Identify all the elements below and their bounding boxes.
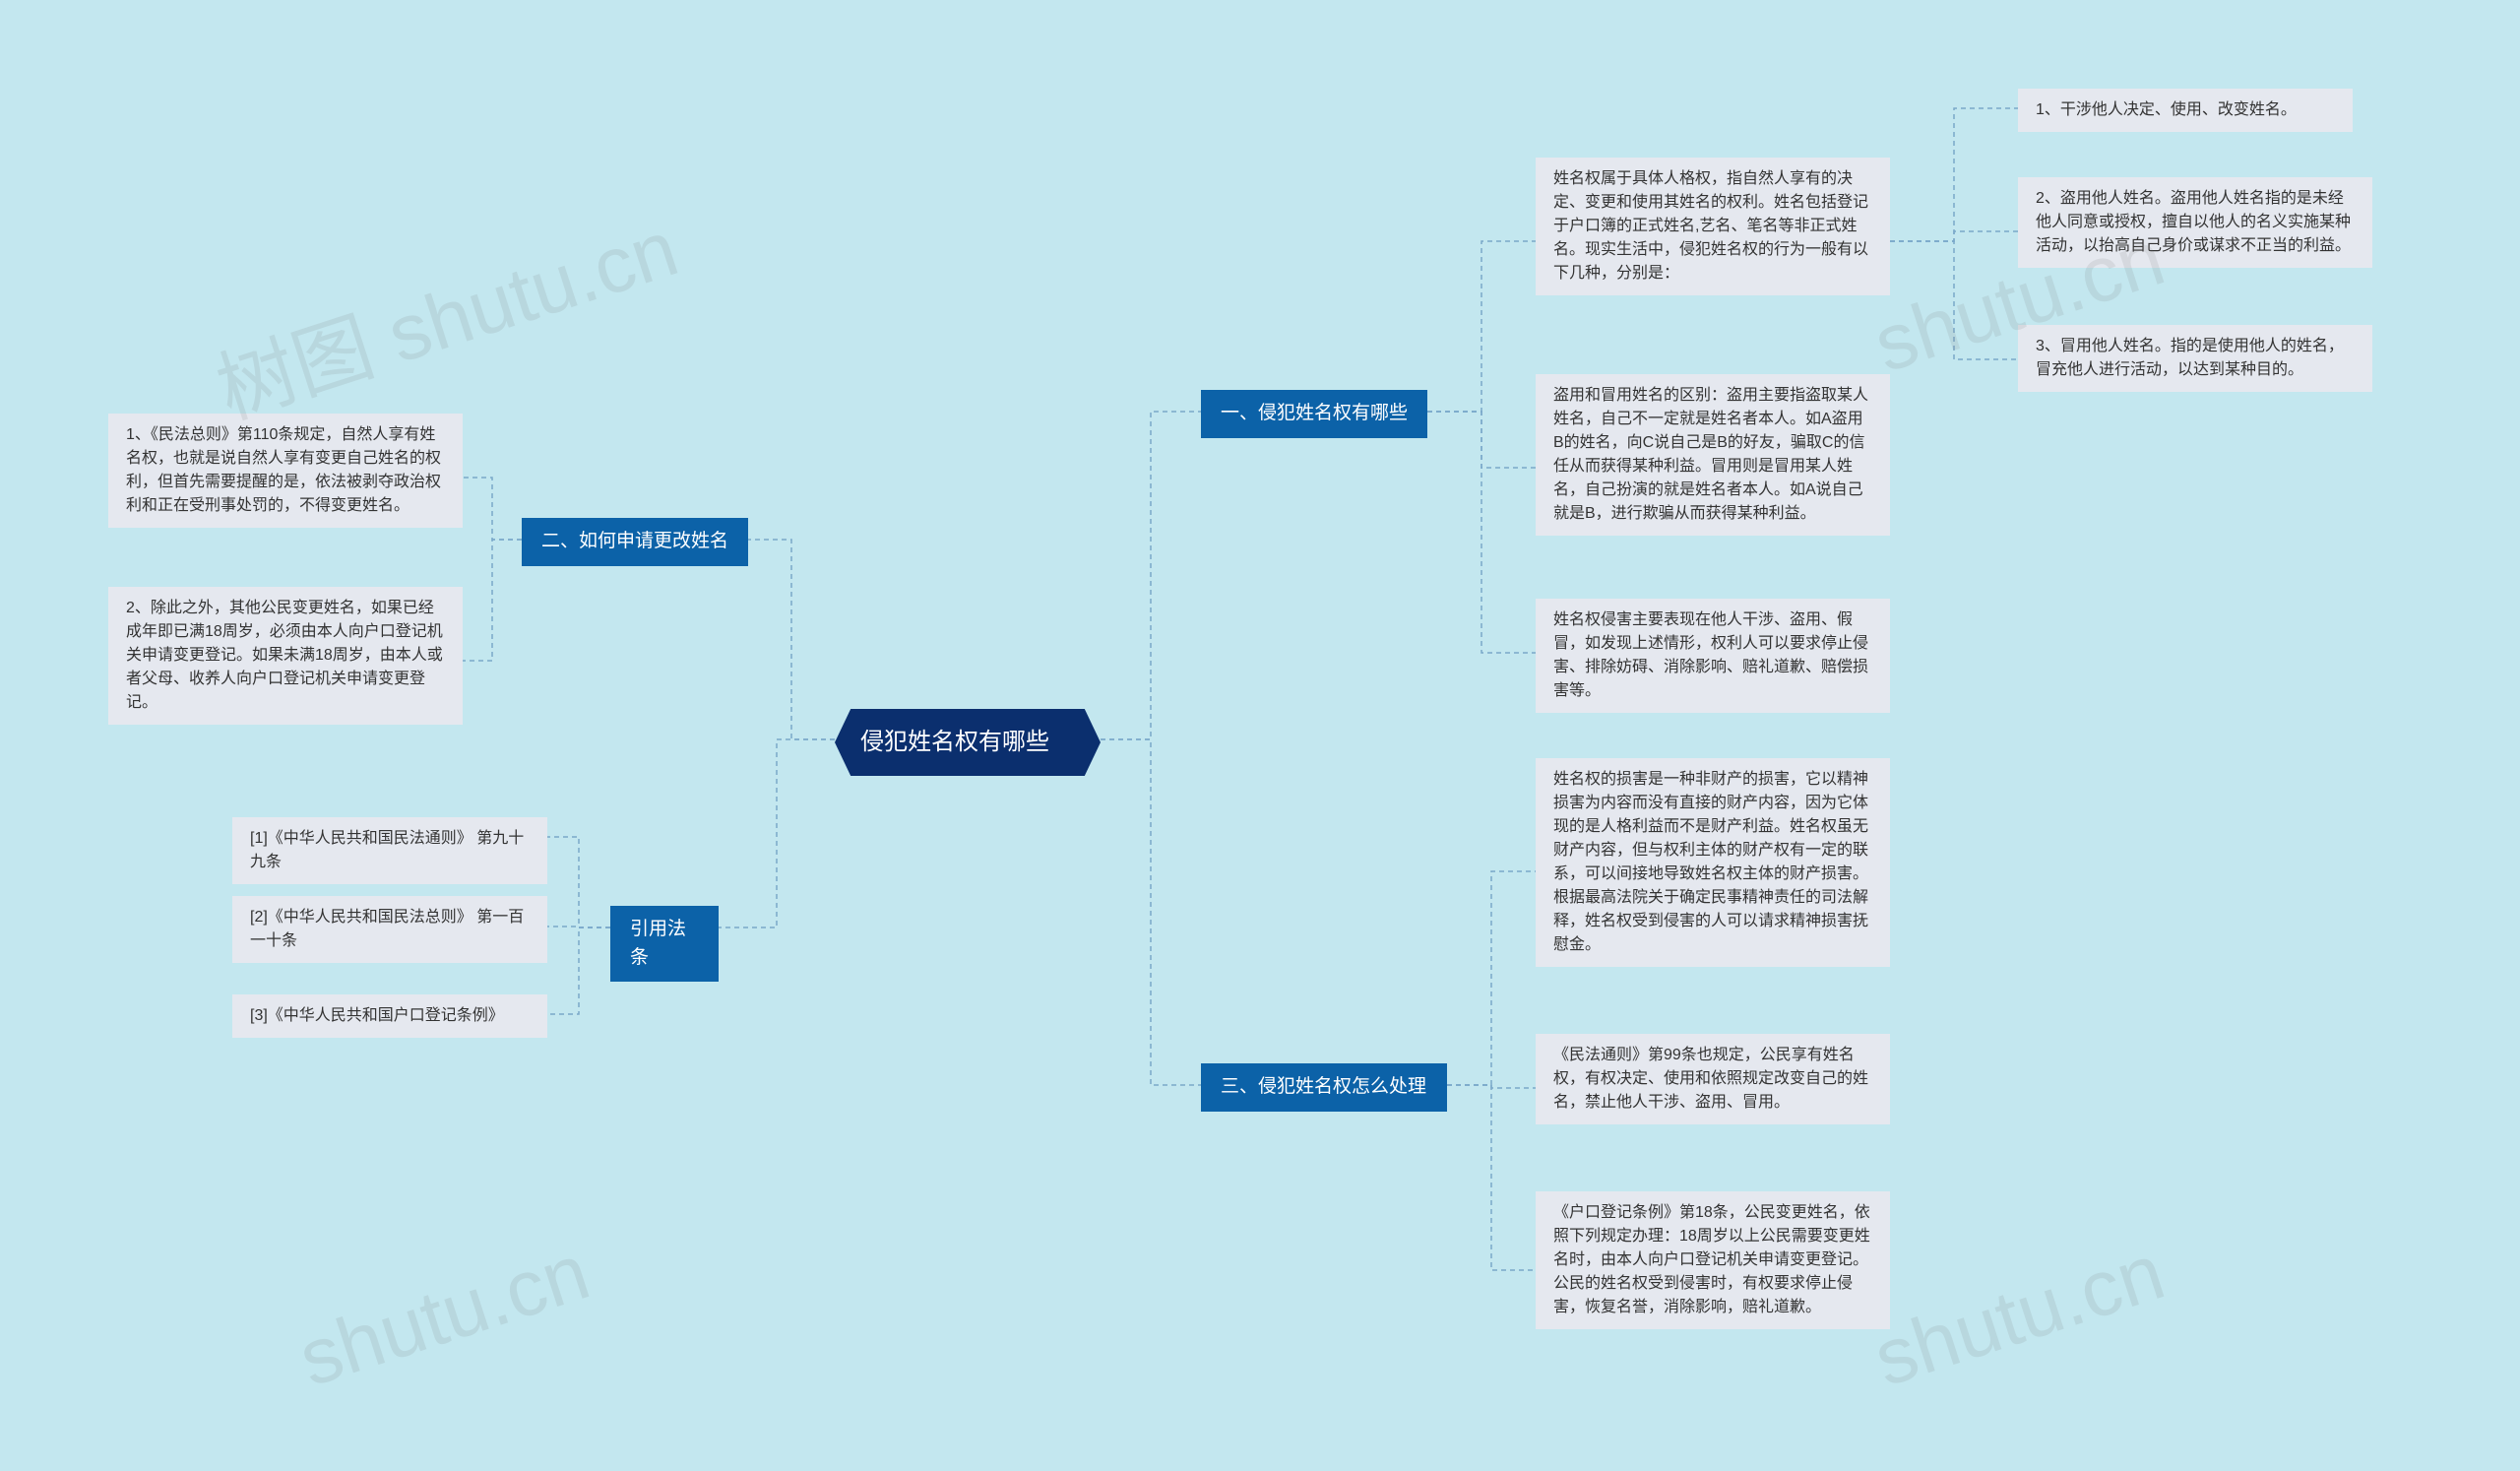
left-leaf-1-1: [2]《中华人民共和国民法总则》 第一百一十条 (232, 896, 547, 963)
right-leaf-0-1: 盗用和冒用姓名的区别：盗用主要指盗取某人姓名，自己不一定就是姓名者本人。如A盗用… (1536, 374, 1890, 536)
right-leaf-0-0-1: 2、盗用他人姓名。盗用他人姓名指的是未经他人同意或授权，擅自以他人的名义实施某种… (2018, 177, 2372, 268)
right-leaf-1-0: 姓名权的损害是一种非财产的损害，它以精神损害为内容而没有直接的财产内容，因为它体… (1536, 758, 1890, 967)
right-leaf-1-2: 《户口登记条例》第18条，公民变更姓名，依照下列规定办理：18周岁以上公民需要变… (1536, 1191, 1890, 1329)
right-leaf-0-0: 姓名权属于具体人格权，指自然人享有的决定、变更和使用其姓名的权利。姓名包括登记于… (1536, 158, 1890, 295)
left-branch-1: 引用法条 (610, 906, 719, 982)
right-branch-0: 一、侵犯姓名权有哪些 (1201, 390, 1427, 438)
watermark-3: shutu.cn (1863, 1227, 2174, 1405)
right-leaf-0-2: 姓名权侵害主要表现在他人干涉、盗用、假冒，如发现上述情形，权利人可以要求停止侵害… (1536, 599, 1890, 713)
left-leaf-0-0: 1、《民法总则》第110条规定，自然人享有姓名权，也就是说自然人享有变更自己姓名… (108, 414, 463, 528)
left-leaf-0-1: 2、除此之外，其他公民变更姓名，如果已经成年即已满18周岁，必须由本人向户口登记… (108, 587, 463, 725)
left-branch-0: 二、如何申请更改姓名 (522, 518, 748, 566)
right-branch-1: 三、侵犯姓名权怎么处理 (1201, 1063, 1447, 1112)
right-leaf-0-0-2: 3、冒用他人姓名。指的是使用他人的姓名，冒充他人进行活动，以达到某种目的。 (2018, 325, 2372, 392)
right-leaf-0-0-0: 1、干涉他人决定、使用、改变姓名。 (2018, 89, 2353, 132)
watermark-2: shutu.cn (288, 1227, 599, 1405)
left-leaf-1-2: [3]《中华人民共和国户口登记条例》 (232, 994, 547, 1038)
left-leaf-1-0: [1]《中华人民共和国民法通则》 第九十九条 (232, 817, 547, 884)
right-leaf-1-1: 《民法通则》第99条也规定，公民享有姓名权，有权决定、使用和依照规定改变自己的姓… (1536, 1034, 1890, 1124)
watermark-0: 树图 shutu.cn (201, 185, 690, 441)
root-node: 侵犯姓名权有哪些 (835, 709, 1101, 776)
